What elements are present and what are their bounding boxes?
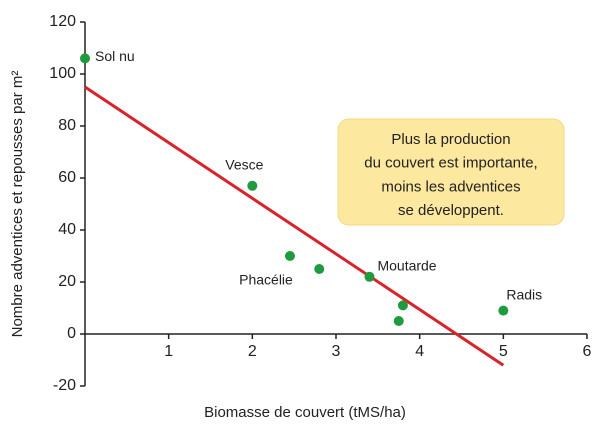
x-tick-label: 1: [164, 343, 173, 360]
annotation-text: se développent.: [398, 202, 504, 219]
y-tick-label: -20: [53, 377, 76, 394]
point: [498, 305, 509, 316]
x-tick-label: 6: [583, 343, 592, 360]
point: [284, 251, 295, 261]
point-label: Radis: [506, 286, 542, 302]
y-tick-label: 0: [67, 325, 76, 342]
x-tick-label: 3: [332, 343, 341, 360]
x-tick-label: 5: [499, 343, 508, 360]
y-tick-label: 100: [49, 65, 76, 82]
annotation-text: Plus la production: [391, 131, 510, 148]
y-tick-label: 60: [58, 169, 76, 186]
y-tick-label: 80: [58, 117, 76, 134]
point: [397, 300, 408, 311]
annotation-box: [337, 118, 565, 226]
x-tick-label: 4: [415, 343, 424, 360]
y-tick-label: 20: [58, 273, 76, 290]
annotation-text: du couvert est importante,: [364, 155, 537, 172]
y-tick-label: 40: [58, 221, 76, 238]
point-label: Moutarde: [377, 258, 436, 274]
point: [80, 53, 90, 64]
point: [393, 316, 404, 326]
x-tick-label: 2: [248, 343, 257, 360]
x-axis-label: Biomasse de couvert (tMS/ha): [204, 404, 406, 421]
point-label: Sol nu: [95, 48, 135, 64]
point-label: Phacélie: [239, 272, 293, 288]
point: [314, 264, 325, 274]
annotation-text: moins les adventices: [381, 178, 520, 195]
y-axis-label: Nombre adventices et repousses par m²: [9, 71, 26, 338]
y-tick-label: 120: [49, 13, 76, 30]
point-label: Vesce: [225, 157, 263, 173]
trend-line: [84, 85, 505, 367]
point: [364, 271, 375, 282]
point: [247, 180, 258, 191]
